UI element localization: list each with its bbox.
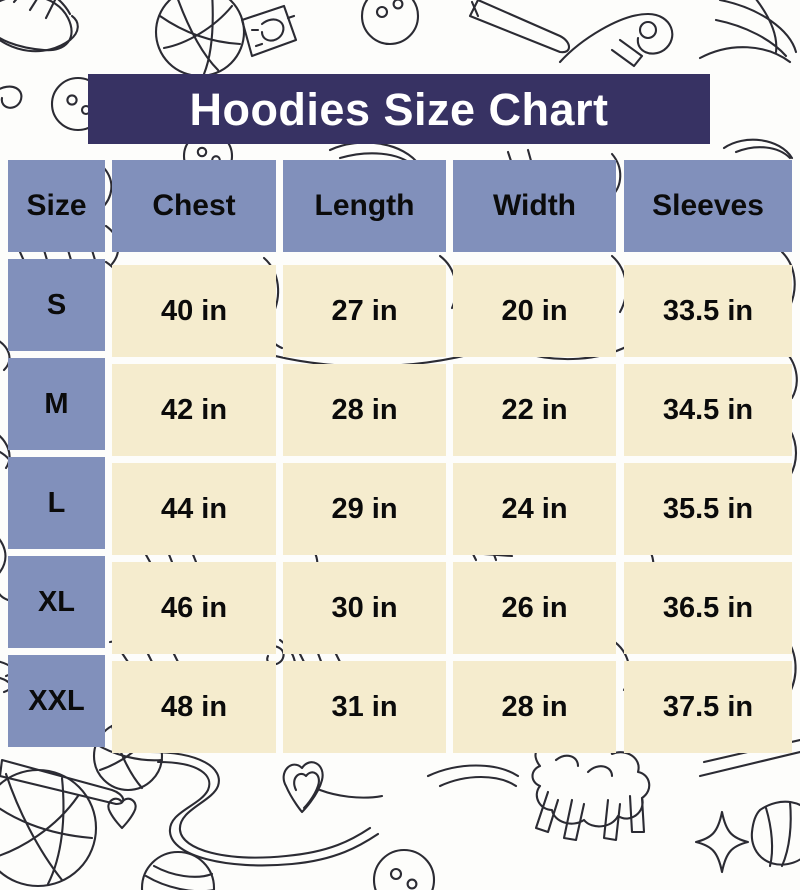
button-icon	[360, 0, 420, 46]
column-header-chest: Chest	[112, 160, 276, 252]
cell-sleeves: 34.5 in	[624, 364, 792, 456]
yarn-ball-icon	[0, 768, 98, 888]
table-row: XL 46 in 30 in 26 in 36.5 in	[0, 556, 800, 655]
table-row: S 40 in 27 in 20 in 33.5 in	[0, 259, 800, 358]
column-header-width: Width	[453, 160, 616, 252]
knitting-needle-icon	[468, 0, 571, 54]
cell-width: 20 in	[453, 265, 616, 357]
table-row: XXL 48 in 31 in 28 in 37.5 in	[0, 655, 800, 754]
yarn-ball-icon	[140, 850, 216, 890]
cell-chest: 40 in	[112, 265, 276, 357]
cell-sleeves: 36.5 in	[624, 562, 792, 654]
cell-length: 30 in	[283, 562, 446, 654]
size-chart-table: Size Chest Length Width Sleeves S 40 in …	[0, 160, 800, 754]
cell-chest: 42 in	[112, 364, 276, 456]
cell-length: 29 in	[283, 463, 446, 555]
cell-sleeves: 33.5 in	[624, 265, 792, 357]
cell-size: L	[8, 457, 105, 549]
cell-width: 26 in	[453, 562, 616, 654]
title-banner: Hoodies Size Chart	[88, 74, 710, 144]
heart-icon	[107, 797, 137, 830]
column-header-sleeves: Sleeves	[624, 160, 792, 252]
column-header-length: Length	[283, 160, 446, 252]
cell-length: 31 in	[283, 661, 446, 753]
cell-sleeves: 37.5 in	[624, 661, 792, 753]
heart-icon	[282, 761, 384, 814]
table-row: L 44 in 29 in 24 in 35.5 in	[0, 457, 800, 556]
column-header-size: Size	[8, 160, 105, 252]
yarn-strand-icon	[148, 750, 380, 867]
knitting-needle-icon	[0, 758, 125, 806]
yarn-ball-icon	[750, 800, 800, 868]
table-header-row: Size Chest Length Width Sleeves	[0, 160, 800, 259]
cell-size: XL	[8, 556, 105, 648]
cell-width: 28 in	[453, 661, 616, 753]
cell-size: M	[8, 358, 105, 450]
button-icon	[372, 848, 436, 890]
yarn-strand-icon	[698, 0, 798, 64]
yarn-strand-icon	[0, 85, 23, 109]
cell-length: 27 in	[283, 265, 446, 357]
sheep-icon	[722, 138, 794, 160]
cell-chest: 44 in	[112, 463, 276, 555]
sparkle-icon	[694, 810, 750, 874]
yarn-ball-icon	[154, 0, 298, 78]
cell-width: 24 in	[453, 463, 616, 555]
yarn-strand-icon	[426, 764, 520, 788]
cell-sleeves: 35.5 in	[624, 463, 792, 555]
cell-chest: 48 in	[112, 661, 276, 753]
cell-size: S	[8, 259, 105, 351]
table-row: M 42 in 28 in 22 in 34.5 in	[0, 358, 800, 457]
safety-pin-icon	[558, 12, 674, 68]
page-title: Hoodies Size Chart	[189, 83, 609, 135]
cell-width: 22 in	[453, 364, 616, 456]
cell-length: 28 in	[283, 364, 446, 456]
cell-chest: 46 in	[112, 562, 276, 654]
knitted-sock-icon	[0, 0, 79, 53]
cell-size: XXL	[8, 655, 105, 747]
